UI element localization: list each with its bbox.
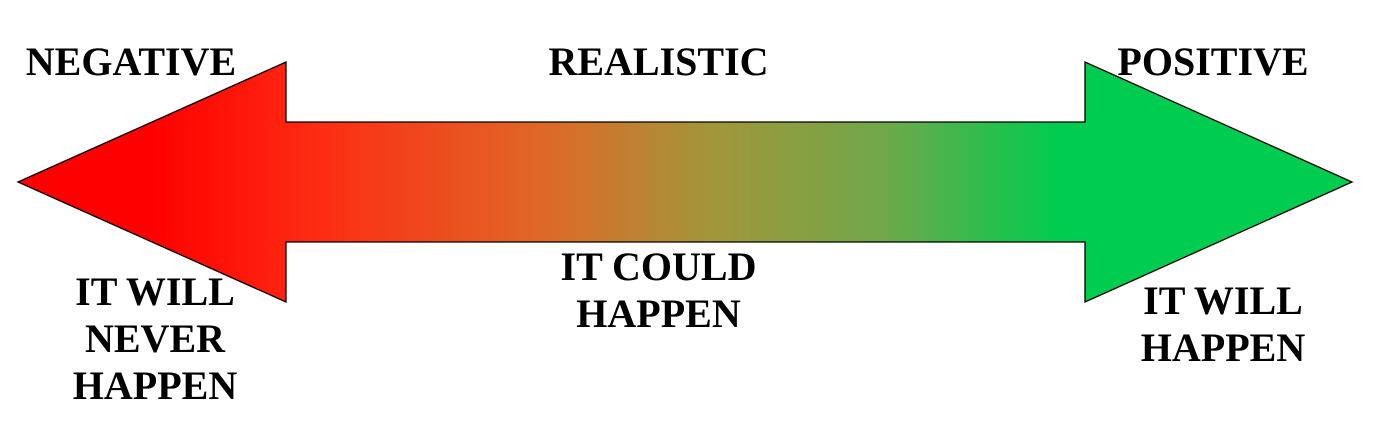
realistic-label: REALISTIC bbox=[548, 39, 769, 84]
negative-label: NEGATIVE bbox=[25, 39, 237, 84]
it-will-happen-label: IT WILL HAPPEN bbox=[1140, 278, 1306, 370]
it-will-never-happen-label: IT WILL NEVER HAPPEN bbox=[72, 269, 238, 408]
positive-label: POSITIVE bbox=[1117, 39, 1309, 84]
spectrum-arrow-shape bbox=[16, 60, 1354, 304]
it-could-happen-label: IT COULD HAPPEN bbox=[560, 244, 757, 336]
